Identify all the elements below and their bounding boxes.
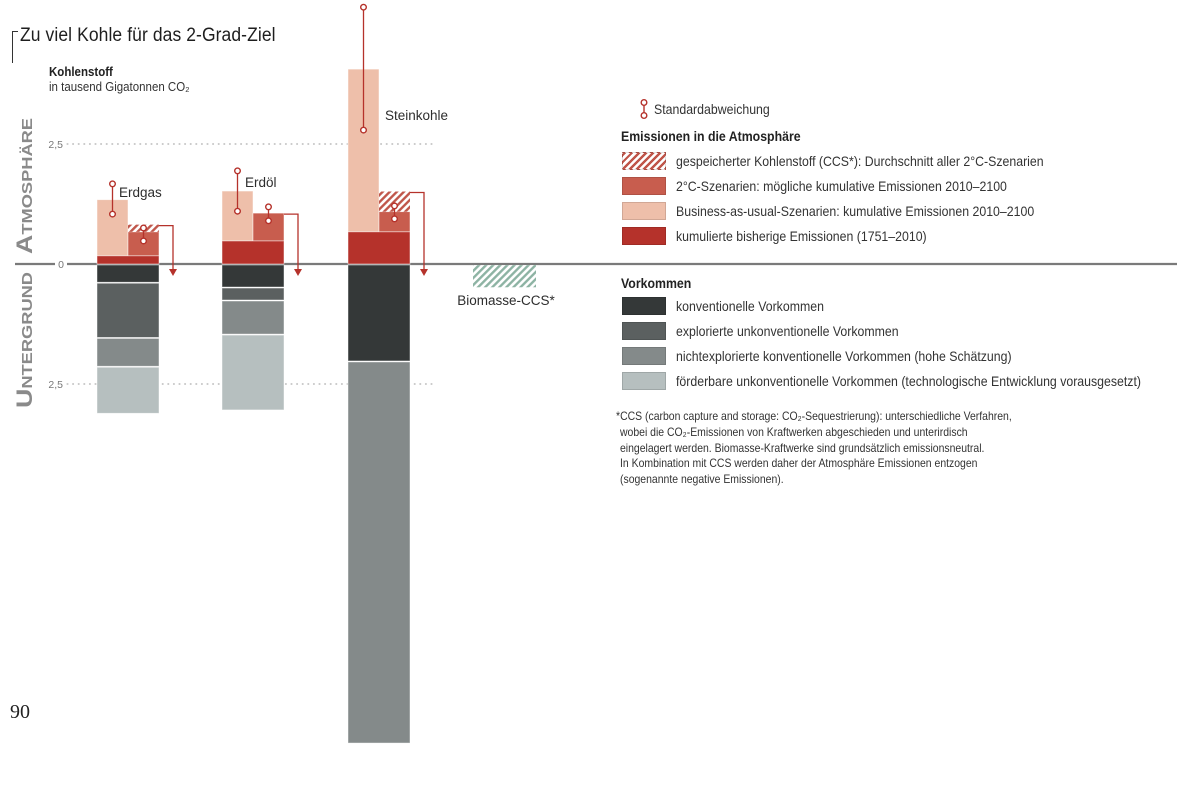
- legend-swatch-unexplored-conventional: [622, 346, 666, 365]
- legend-item-two-degree: 2°C-Szenarien: mögliche kumulative Emiss…: [622, 176, 1052, 195]
- bar-steinkohle-historical: [347, 231, 411, 265]
- biomass-ccs-label: Biomasse-CCS*: [457, 293, 555, 308]
- category-label-erdgas: Erdgas: [119, 185, 162, 200]
- legend-item-unexplored-conventional: nichtexplorierte konventionelle Vorkomme…: [622, 346, 1057, 365]
- category-label-erdoel: Erdöl: [245, 175, 277, 190]
- y-tick-label: 2,5: [48, 379, 63, 391]
- std-dev-marker-high: [108, 180, 116, 188]
- bar-biomass-ccs: [473, 265, 536, 288]
- chart-title-text: Zu viel Kohle für das 2-Grad-Ziel: [20, 25, 276, 46]
- arrowhead-icon: [420, 269, 428, 276]
- bar-erdgas-historical: [96, 255, 160, 265]
- footnote-line-text: *CCS (carbon capture and storage: CO₂-Se…: [616, 409, 1012, 423]
- legend-label-historical: kumulierte bisherige Emissionen (1751–20…: [676, 227, 927, 244]
- legend-item-bau: Business-as-usual-Szenarien: kumulative …: [622, 201, 1083, 220]
- bar-erdoel-recoverable-unconventional: [221, 334, 285, 411]
- page-number: 90: [10, 701, 30, 723]
- footnote-line: *CCS (carbon capture and storage: CO₂-Se…: [616, 409, 1071, 425]
- footnote-line: eingelagert werden. Biomasse-Kraftwerke …: [616, 441, 1071, 457]
- std-dev-legend-label-text: Standardabweichung: [654, 101, 770, 117]
- legend-swatch-ccs: [622, 151, 666, 170]
- bar-steinkohle-conventional: [347, 264, 411, 362]
- legend-item-recoverable-unconventional: förderbare unkonventionelle Vorkommen (t…: [622, 371, 1200, 390]
- legend-heading-deposits: Vorkommen: [621, 275, 701, 291]
- std-dev-marker-low: [391, 215, 399, 223]
- title-bracket: [12, 31, 18, 63]
- bar-erdoel-historical: [221, 240, 285, 265]
- legend-label-two-degree: 2°C-Szenarien: mögliche kumulative Emiss…: [676, 177, 1007, 194]
- legend-heading-emissions: Emissionen in die Atmosphäre: [621, 128, 825, 144]
- bar-erdgas-recoverable-unconventional: [96, 366, 160, 414]
- legend-swatch-conventional: [622, 296, 666, 315]
- legend-swatch-bau: [622, 201, 666, 220]
- arrow-erdoel: [284, 213, 299, 270]
- std-dev-marker-high: [265, 203, 273, 211]
- std-dev-legend-label: Standardabweichung: [654, 101, 786, 117]
- legend-item-conventional: konventionelle Vorkommen: [622, 296, 844, 315]
- legend-label-conventional: konventionelle Vorkommen: [676, 297, 824, 314]
- legend-label-recoverable-unconventional: förderbare unkonventionelle Vorkommen (t…: [676, 372, 1141, 389]
- footnote: *CCS (carbon capture and storage: CO₂-Se…: [616, 409, 1071, 488]
- std-dev-marker-low: [265, 217, 273, 225]
- axis-label-underground: Untergrund: [12, 272, 37, 408]
- legend-label-explored-unconventional: explorierte unkonventionelle Vorkommen: [676, 322, 899, 339]
- legend-swatch-recoverable-unconventional: [622, 371, 666, 390]
- bar-steinkohle-ccs: [379, 191, 410, 212]
- footnote-line-text: eingelagert werden. Biomasse-Kraftwerke …: [620, 440, 985, 455]
- axis-label-atmosphere: Atmosphäre: [12, 118, 37, 254]
- legend-item-historical: kumulierte bisherige Emissionen (1751–20…: [622, 226, 961, 245]
- footnote-line: (sogenannte negative Emissionen).: [616, 472, 1071, 488]
- category-label-steinkohle: Steinkohle: [385, 108, 448, 123]
- footnote-line-text: In Kombination mit CCS werden daher der …: [620, 456, 978, 471]
- legend-swatch-explored-unconventional: [622, 321, 666, 340]
- y-tick-label-zero: 0: [58, 259, 64, 271]
- legend-item-ccs: gespeicherter Kohlenstoff (CCS*): Durchs…: [622, 151, 1094, 170]
- legend-item-explored-unconventional: explorierte unkonventionelle Vorkommen: [622, 321, 929, 340]
- arrowhead-icon: [169, 269, 177, 276]
- arrow-steinkohle: [410, 191, 425, 270]
- std-dev-marker-low: [139, 237, 147, 245]
- bar-erdoel-explored-unconventional: [221, 287, 285, 301]
- legend-swatch-historical: [622, 226, 666, 245]
- footnote-line-text: (sogenannte negative Emissionen).: [620, 472, 784, 487]
- footnote-line-text: wobei die CO₂-Emissionen von Kraftwerken…: [620, 424, 968, 439]
- bar-erdoel-conventional: [221, 264, 285, 288]
- legend-label-ccs: gespeicherter Kohlenstoff (CCS*): Durchs…: [676, 152, 1044, 169]
- footnote-line: wobei die CO₂-Emissionen von Kraftwerken…: [616, 425, 1071, 441]
- chart-marks: Erdgas Erdöl Steinkohle Biomasse-CCS*: [96, 3, 556, 744]
- unit-subtitle-text: in tausend Gigatonnen CO₂: [49, 80, 190, 94]
- legend-heading-emissions-text: Emissionen in die Atmosphäre: [621, 128, 801, 144]
- std-dev-marker-high: [391, 202, 399, 210]
- unit-label-text: Kohlenstoff: [49, 65, 113, 79]
- std-dev-marker-high: [360, 3, 368, 11]
- std-dev-marker-low: [233, 207, 241, 215]
- std-dev-marker-high: [139, 224, 147, 232]
- legend-label-unexplored-conventional: nichtexplorierte konventionelle Vorkomme…: [676, 347, 1012, 364]
- chart-title: Zu viel Kohle für das 2-Grad-Ziel: [20, 26, 298, 46]
- bar-steinkohle-unexplored-conventional: [347, 361, 411, 744]
- footnote-line: In Kombination mit CCS werden daher der …: [616, 456, 1071, 472]
- unit-label: Kohlenstoff: [49, 65, 118, 79]
- bar-erdgas-conventional: [96, 264, 160, 283]
- arrowhead-icon: [294, 269, 302, 276]
- legend-label-bau: Business-as-usual-Szenarien: kumulative …: [676, 202, 1035, 219]
- std-dev-marker-low: [360, 126, 368, 134]
- arrow-erdgas: [159, 224, 174, 270]
- legend-heading-deposits-text: Vorkommen: [621, 275, 692, 291]
- unit-subtitle: in tausend Gigatonnen CO₂: [49, 80, 202, 94]
- std-dev-marker-low: [108, 210, 116, 218]
- std-dev-marker-high: [233, 167, 241, 175]
- bar-erdoel-unexplored-conventional: [221, 300, 285, 335]
- legend-swatch-two-degree: [622, 176, 666, 195]
- std-dev-legend-icon: [640, 99, 648, 119]
- y-tick-label: 2,5: [48, 139, 63, 151]
- bar-erdgas-unexplored-conventional: [96, 338, 160, 367]
- bar-erdgas-explored-unconventional: [96, 282, 160, 338]
